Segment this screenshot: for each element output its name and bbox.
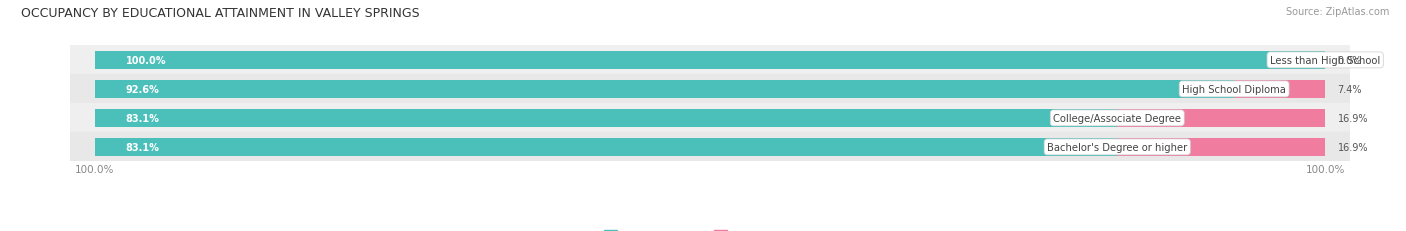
Text: Bachelor's Degree or higher: Bachelor's Degree or higher [1047,142,1188,152]
Bar [96,109,1118,127]
Bar [1118,138,1324,156]
Text: 83.1%: 83.1% [125,142,159,152]
Bar [96,138,1118,156]
Bar [96,81,1234,98]
Bar [1234,81,1324,98]
Bar [70,133,1350,162]
Text: 100.0%: 100.0% [125,56,166,66]
Bar [96,52,1324,70]
Bar [70,104,1350,133]
Bar [96,81,1324,98]
Text: College/Associate Degree: College/Associate Degree [1053,113,1181,123]
Text: 92.6%: 92.6% [125,85,159,94]
Bar [96,52,1324,70]
Bar [96,138,1324,156]
Bar [1118,109,1324,127]
Bar [96,109,1324,127]
Text: 83.1%: 83.1% [125,113,159,123]
Bar [70,75,1350,104]
Text: 16.9%: 16.9% [1337,142,1368,152]
Text: Less than High School: Less than High School [1270,56,1381,66]
Bar [70,46,1350,75]
Text: OCCUPANCY BY EDUCATIONAL ATTAINMENT IN VALLEY SPRINGS: OCCUPANCY BY EDUCATIONAL ATTAINMENT IN V… [21,7,420,20]
Text: 16.9%: 16.9% [1337,113,1368,123]
Text: Source: ZipAtlas.com: Source: ZipAtlas.com [1285,7,1389,17]
Text: 0.0%: 0.0% [1337,56,1362,66]
Legend: Owner-occupied, Renter-occupied: Owner-occupied, Renter-occupied [605,230,815,231]
Text: High School Diploma: High School Diploma [1182,85,1286,94]
Text: 7.4%: 7.4% [1337,85,1362,94]
